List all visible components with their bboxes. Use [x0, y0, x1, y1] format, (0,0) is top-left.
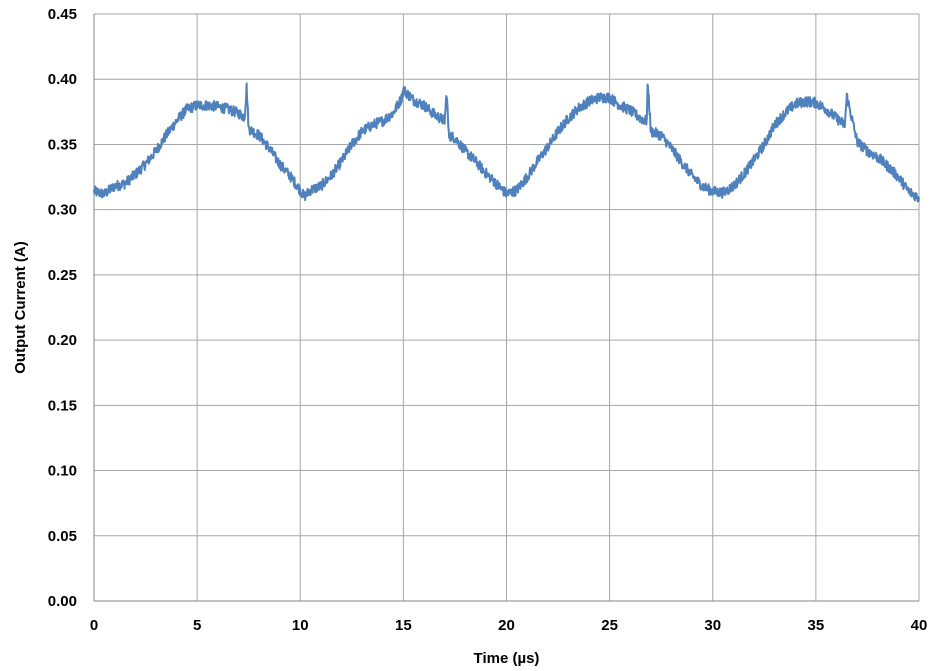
x-tick-labels: 0 5 10 15 20 25 30 35 40: [90, 617, 928, 634]
x-tick-label: 35: [808, 617, 825, 634]
y-tick-labels: 0.00 0.05 0.10 0.15 0.20 0.25 0.30 0.35 0.40 0.45: [48, 6, 77, 610]
y-gridlines: [94, 13, 919, 602]
y-tick-label: 0.25: [48, 267, 77, 284]
x-axis-title: Time (µs): [474, 650, 540, 667]
x-tick-label: 40: [911, 617, 928, 634]
y-tick-label: 0.00: [48, 593, 77, 610]
y-tick-label: 0.30: [48, 202, 77, 219]
x-tick-label: 30: [704, 617, 721, 634]
y-tick-label: 0.05: [48, 528, 77, 545]
y-axis-title: Output Current (A): [12, 241, 29, 373]
x-tick-label: 0: [90, 617, 98, 634]
series-line: [93, 82, 920, 203]
x-gridlines: [93, 14, 920, 601]
y-tick-label: 0.40: [48, 71, 77, 88]
y-tick-label: 0.45: [48, 6, 77, 23]
y-tick-label: 0.20: [48, 332, 77, 349]
x-tick-label: 5: [193, 617, 201, 634]
x-tick-label: 25: [601, 617, 618, 634]
x-tick-label: 20: [498, 617, 515, 634]
x-tick-label: 15: [395, 617, 412, 634]
series-group: [93, 82, 920, 203]
x-tick-label: 10: [292, 617, 309, 634]
y-tick-label: 0.10: [48, 463, 77, 480]
y-tick-label: 0.35: [48, 136, 77, 153]
y-tick-label: 0.15: [48, 397, 77, 414]
